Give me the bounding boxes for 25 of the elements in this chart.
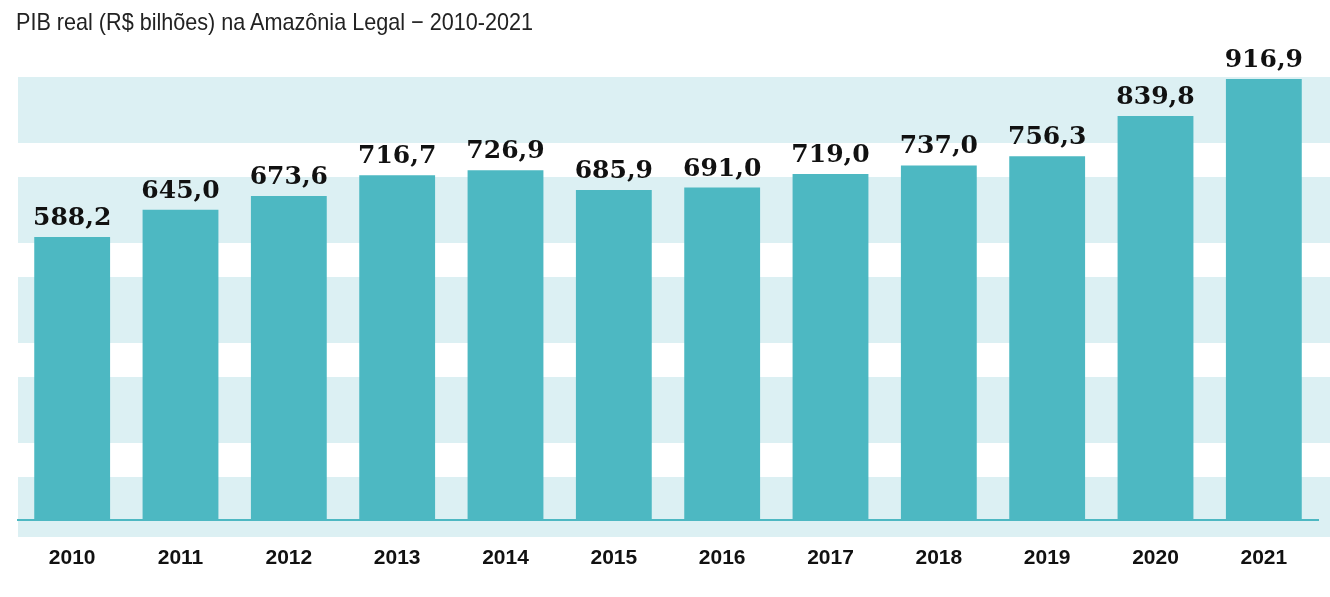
- x-tick-label: 2014: [482, 545, 530, 569]
- data-label: 716,7: [358, 140, 437, 170]
- x-tick-label: 2019: [1023, 545, 1071, 569]
- data-label: 756,3: [1008, 121, 1087, 151]
- data-label: 916,9: [1224, 43, 1303, 73]
- x-tick-label: 2010: [48, 545, 96, 569]
- x-tick-label: 2016: [698, 545, 746, 569]
- data-label: 691,0: [683, 152, 762, 182]
- x-tick-label: 2013: [373, 545, 421, 569]
- x-tick-label: 2011: [157, 545, 204, 569]
- x-tick-label: 2012: [265, 545, 313, 569]
- data-label: 645,0: [141, 174, 220, 204]
- x-tick-label: 2017: [807, 545, 854, 569]
- x-tick-label: 2021: [1240, 545, 1288, 569]
- data-label: 839,8: [1116, 81, 1195, 111]
- data-label: 685,9: [574, 155, 653, 185]
- data-label: 588,2: [33, 201, 112, 231]
- data-label: 673,6: [249, 160, 328, 190]
- x-tick-label: 2020: [1132, 545, 1179, 569]
- x-tick-label: 2018: [915, 545, 963, 569]
- chart-subtitle: PIB real (R$ bilhões) na Amazônia Legal − 2010-2021: [16, 8, 533, 36]
- data-label: 719,0: [791, 139, 870, 169]
- data-label: 737,0: [899, 130, 978, 160]
- x-tick-label: 2015: [590, 545, 638, 569]
- data-label: 726,9: [466, 135, 545, 165]
